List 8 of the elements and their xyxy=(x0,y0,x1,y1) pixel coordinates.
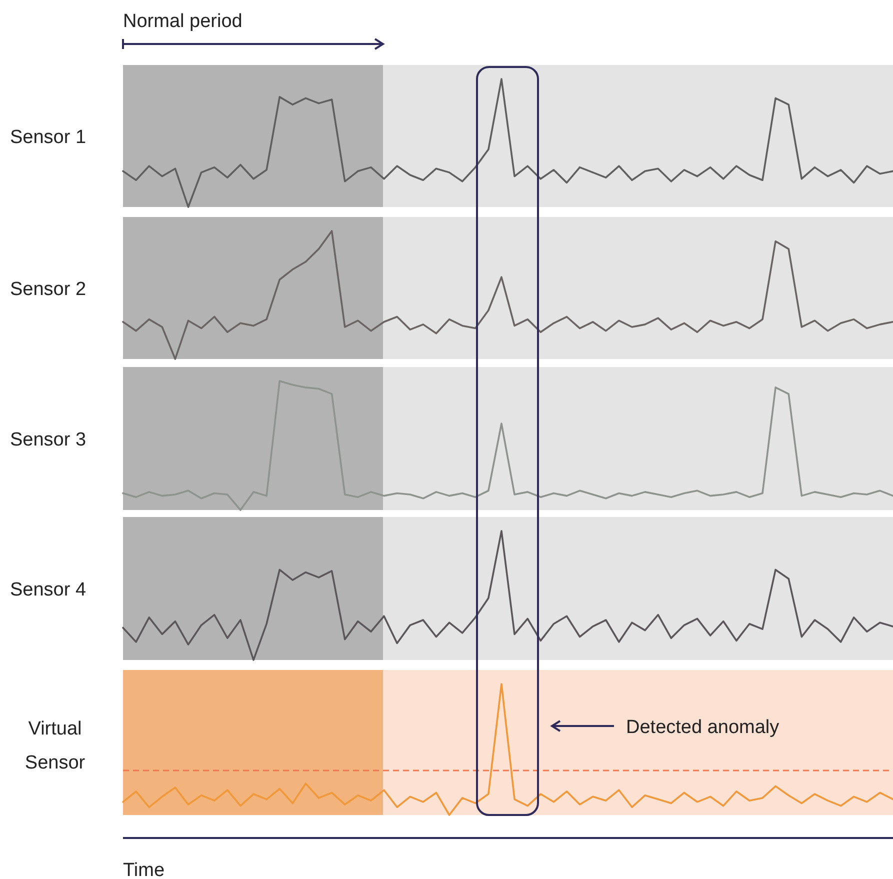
y-axis-title: Sensor 2 xyxy=(10,279,86,300)
y-axis-title: Sensor 3 xyxy=(10,430,86,450)
y-axis-title: Virtual Sensor xyxy=(24,718,86,774)
y-axis-title: Sensor 1 xyxy=(10,127,86,148)
annotation: Detected anomaly xyxy=(626,717,780,738)
y-axis-title: Sensor 4 xyxy=(10,580,86,600)
x-axis-title: Time xyxy=(123,860,165,879)
text: Normal period xyxy=(123,11,242,32)
